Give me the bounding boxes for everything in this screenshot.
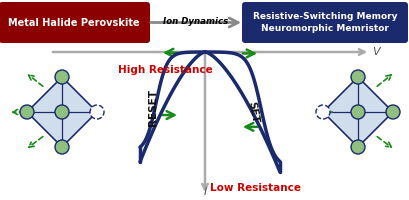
Text: Neuromorphic Memristor: Neuromorphic Memristor [261, 24, 389, 33]
Text: RESET: RESET [148, 88, 158, 126]
Circle shape [351, 140, 365, 154]
Circle shape [316, 105, 330, 119]
Text: High Resistance: High Resistance [118, 65, 212, 75]
Circle shape [351, 105, 365, 119]
Circle shape [55, 105, 69, 119]
Text: V: V [372, 47, 380, 57]
FancyBboxPatch shape [242, 2, 408, 43]
Text: Resistive-Switching Memory: Resistive-Switching Memory [253, 12, 397, 21]
Text: Metal Halide Perovskite: Metal Halide Perovskite [8, 18, 140, 27]
Circle shape [55, 140, 69, 154]
Text: Ion Dynamics: Ion Dynamics [163, 17, 229, 26]
Polygon shape [27, 77, 97, 147]
FancyArrowPatch shape [151, 18, 238, 27]
Text: SET: SET [246, 100, 260, 124]
Circle shape [351, 70, 365, 84]
Polygon shape [323, 77, 393, 147]
Text: Low Resistance: Low Resistance [209, 183, 301, 193]
Circle shape [386, 105, 400, 119]
Circle shape [90, 105, 104, 119]
Text: I: I [203, 187, 207, 197]
Circle shape [20, 105, 34, 119]
Circle shape [55, 70, 69, 84]
FancyBboxPatch shape [0, 2, 150, 43]
